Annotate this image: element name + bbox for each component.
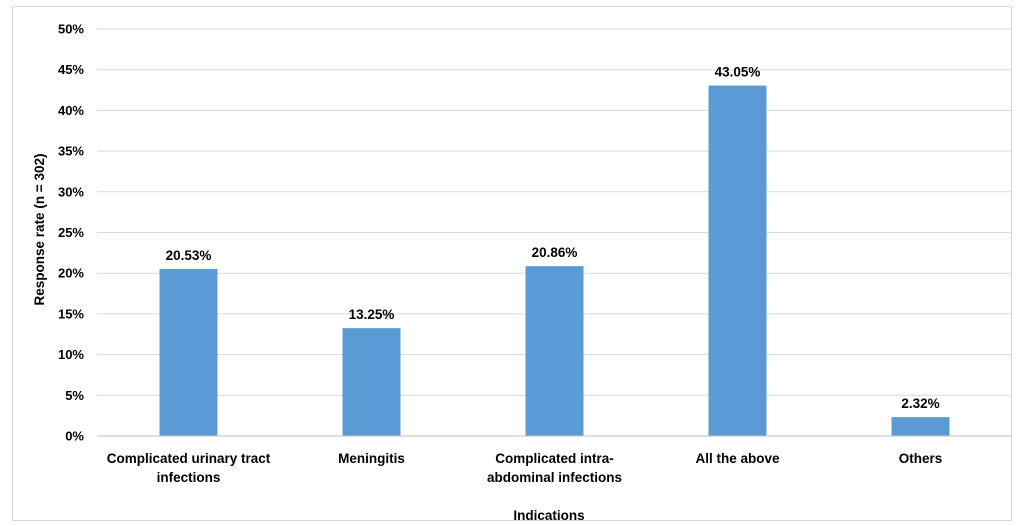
y-tick-label: 50% (58, 22, 84, 37)
y-tick-label: 20% (58, 266, 84, 281)
x-category-label: infections (157, 470, 221, 485)
x-axis-categories: Complicated urinary tract infections Menin… (107, 451, 943, 485)
y-tick-label: 40% (58, 103, 84, 118)
y-tick-label: 35% (58, 144, 84, 159)
bar (343, 328, 401, 436)
y-tick-label: 30% (58, 184, 84, 199)
y-tick-label: 45% (58, 62, 84, 77)
y-tick-label: 10% (58, 347, 84, 362)
data-label: 2.32% (901, 396, 939, 411)
bar (526, 266, 584, 436)
x-category-label: Complicated urinary tract (107, 451, 271, 466)
data-label: 43.05% (715, 65, 761, 80)
x-axis-title: Indications (513, 508, 584, 523)
bar (892, 417, 950, 436)
y-tick-label: 25% (58, 225, 84, 240)
x-category-label: All the above (695, 451, 780, 466)
bar (160, 269, 218, 436)
bars (160, 86, 950, 436)
x-category-label: Others (899, 451, 943, 466)
y-tick-label: 15% (58, 306, 84, 321)
x-category-label: Complicated intra- (495, 451, 614, 466)
x-category-label: Meningitis (338, 451, 405, 466)
y-axis-title: Response rate (n = 302) (32, 154, 47, 306)
data-label: 20.86% (532, 245, 578, 260)
x-category-label: abdominal infections (487, 470, 622, 485)
data-label: 13.25% (349, 307, 395, 322)
y-tick-label: 5% (65, 388, 84, 403)
bar (709, 86, 767, 436)
y-axis-ticks: 0% 5% 10% 15% 20% 25% 30% 35% 40% 45% 50% (58, 22, 84, 444)
data-label: 20.53% (166, 248, 212, 263)
y-tick-label: 0% (65, 429, 84, 444)
